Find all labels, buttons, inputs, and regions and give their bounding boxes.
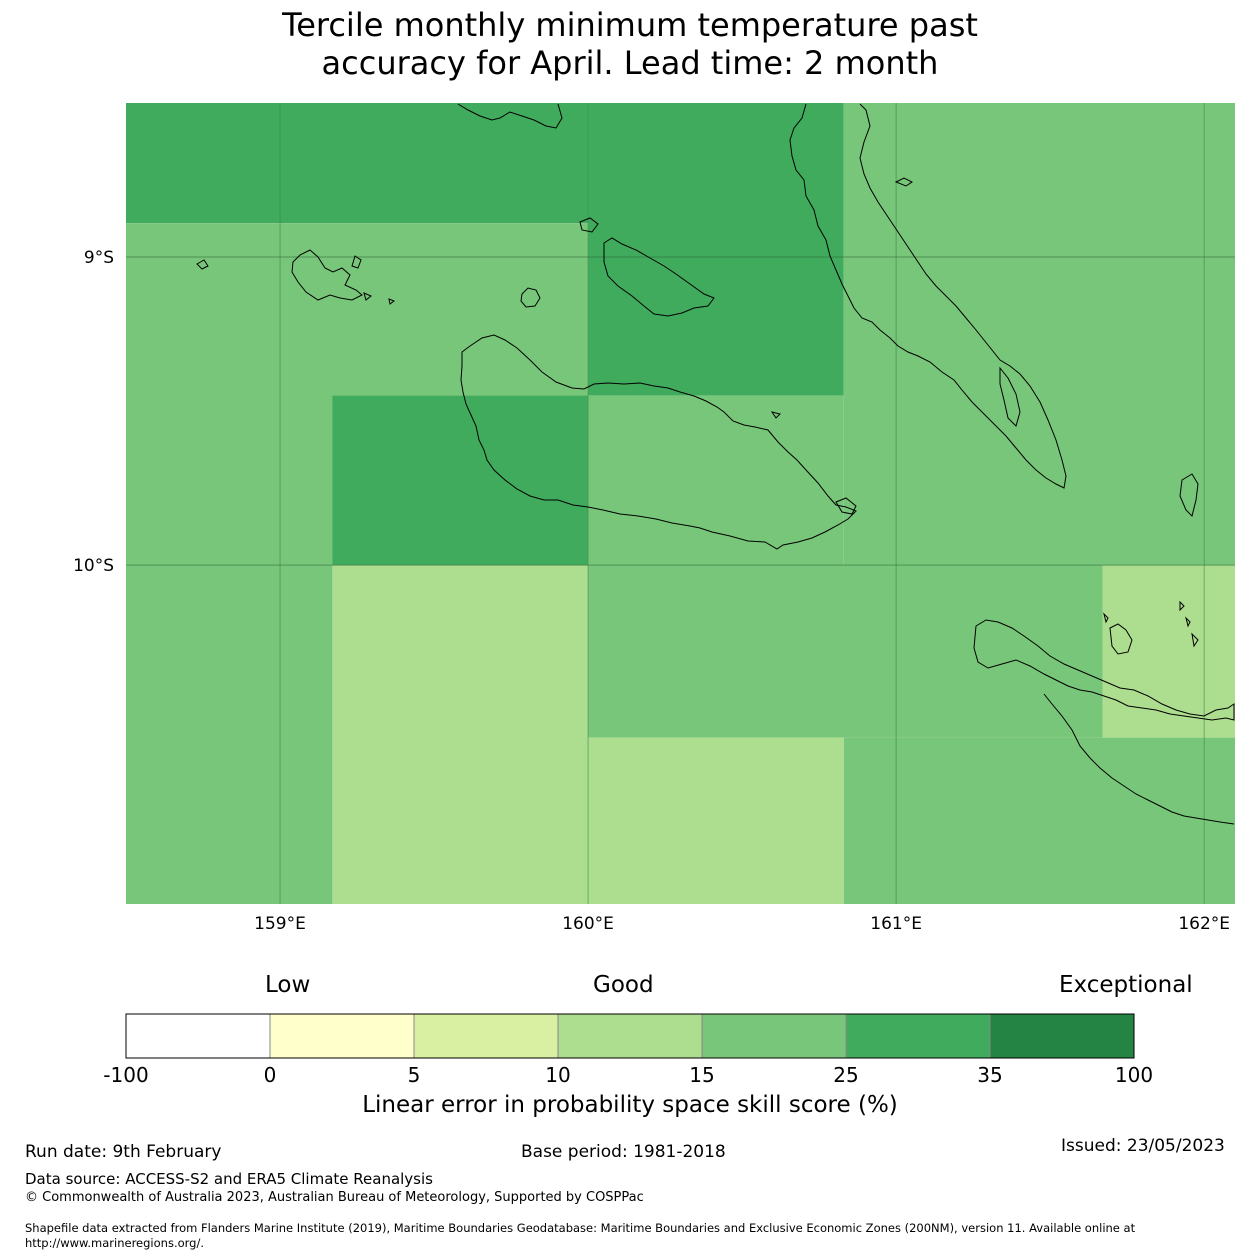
colorbar-good-label: Good: [593, 972, 654, 998]
coastline-savo: [520, 287, 541, 308]
skill-cell-10: [588, 737, 844, 904]
shapefile-credit-line-1: Shapefile data extracted from Flanders M…: [25, 1221, 1136, 1235]
coastline-isabel-tip: [457, 103, 563, 129]
colorbar-tick-label: 15: [689, 1063, 715, 1087]
colorbar-tick-label: 100: [1114, 1063, 1154, 1087]
skill-cell-3: [332, 395, 589, 566]
axis-tick-labels: 159°E 160°E 161°E 162°E 9°S 10°S: [73, 248, 1230, 934]
title-line-1: Tercile monthly minimum temperature past: [282, 6, 978, 44]
base-period: Base period: 1981-2018: [521, 1142, 726, 1162]
colorbar-segment-4: [701, 1013, 847, 1059]
colorbar-tick-label: 0: [263, 1063, 277, 1087]
lat-tick-label: 9°S: [84, 248, 114, 268]
lon-tick-label: 159°E: [254, 914, 306, 934]
shapefile-credit-line-2: http://www.marineregions.org/.: [25, 1236, 204, 1250]
colorbar-segment-5: [845, 1013, 991, 1059]
lon-tick-label: 161°E: [870, 914, 922, 934]
lat-tick-label: 10°S: [73, 556, 114, 576]
skill-cell-7: [332, 565, 589, 904]
colorbar-segment-3: [557, 1013, 703, 1059]
coastline-florida-islands: [603, 237, 715, 317]
colorbar-low-label: Low: [265, 972, 311, 998]
colorbar-segment-6: [989, 1013, 1135, 1059]
skill-cell-8: [588, 565, 1103, 738]
issued-date: Issued: 23/05/2023: [1061, 1136, 1225, 1156]
colorbar-tick-label: -100: [103, 1063, 149, 1087]
data-source: Data source: ACCESS-S2 and ERA5 Climate …: [25, 1170, 433, 1188]
coastline-rennell: [973, 619, 1235, 721]
map-gridlines: [126, 103, 1235, 904]
coastline-russell-islands: [291, 249, 363, 301]
colorbar-segment-2: [413, 1013, 559, 1059]
coastline-layer: [196, 103, 1235, 825]
skill-cell-9: [1102, 565, 1235, 738]
colorbar-outline: [125, 1013, 1135, 1059]
map-chart: 159°E 160°E 161°E 162°E 9°S 10°S: [73, 103, 1235, 1059]
colorbar-tick-label: 10: [545, 1063, 571, 1087]
lon-tick-label: 160°E: [562, 914, 614, 934]
colorbar: [125, 1013, 1135, 1059]
skill-cell-11: [843, 737, 1235, 904]
copyright: © Commonwealth of Australia 2023, Austra…: [25, 1190, 644, 1205]
skill-cell-0: [126, 103, 589, 224]
skill-grid-cells: [126, 103, 1235, 904]
map-title: Tercile monthly minimum temperature past…: [0, 6, 1260, 82]
skill-cell-6: [126, 565, 333, 904]
coastline-guadalcanal: [460, 334, 857, 550]
colorbar-title: Linear error in probability space skill …: [362, 1092, 898, 1118]
lon-tick-label: 162°E: [1178, 914, 1230, 934]
colorbar-tick-label: 25: [833, 1063, 859, 1087]
skill-cell-4: [588, 395, 844, 566]
colorbar-exceptional-label: Exceptional: [1059, 972, 1193, 998]
skill-cell-2: [588, 103, 844, 396]
skill-cell-5: [843, 103, 1235, 566]
colorbar-tick-label: 35: [977, 1063, 1003, 1087]
colorbar-tick-label: 5: [407, 1063, 421, 1087]
run-date: Run date: 9th February: [25, 1142, 222, 1162]
coastline-malaita: [789, 103, 1067, 489]
colorbar-segment-0: [125, 1013, 271, 1059]
title-line-2: accuracy for April. Lead time: 2 month: [321, 44, 939, 82]
colorbar-segment-1: [269, 1013, 415, 1059]
